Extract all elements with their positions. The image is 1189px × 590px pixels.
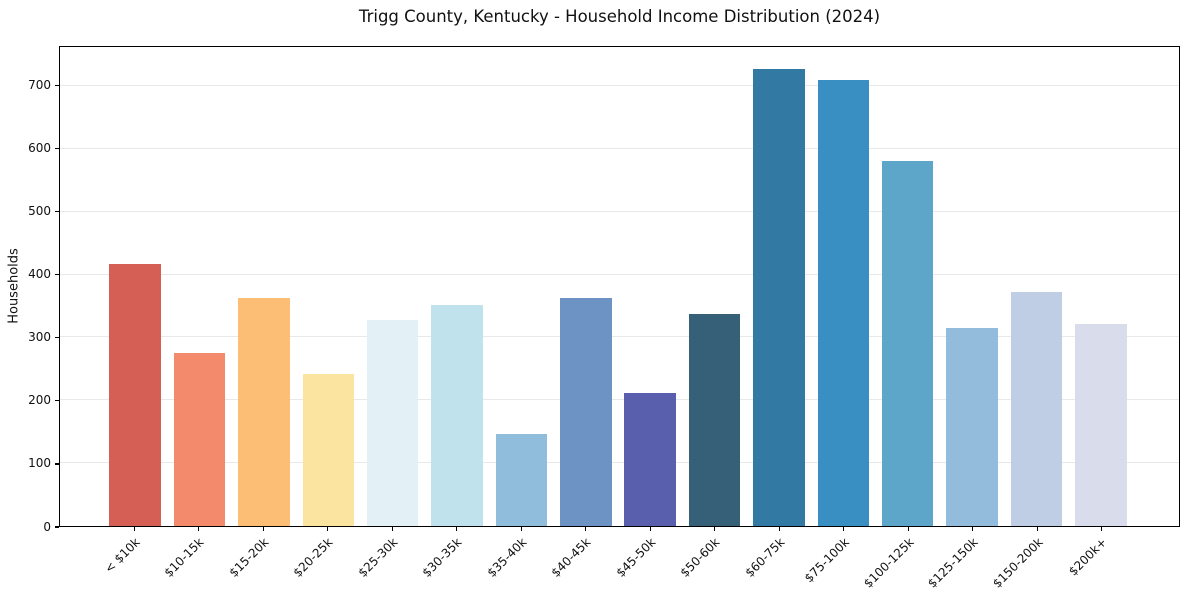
x-tick-mark xyxy=(520,527,522,531)
gridline xyxy=(60,84,1179,86)
bar-slot xyxy=(1069,47,1133,526)
x-tick-label: $30-35k xyxy=(419,535,465,580)
bar xyxy=(238,297,290,526)
y-axis-label: Households xyxy=(6,248,22,324)
y-tick-label: 200 xyxy=(28,393,51,408)
y-tick-label: 500 xyxy=(28,203,51,218)
x-tick-label: $75-100k xyxy=(801,535,852,586)
x-tick-label: $15-20k xyxy=(226,535,272,580)
x-tick-mark xyxy=(714,527,716,531)
y-tick-mark xyxy=(55,210,59,213)
gridlines xyxy=(60,47,1179,526)
bar xyxy=(495,433,548,526)
bar-slot xyxy=(425,47,489,526)
x-tick-mark xyxy=(133,527,135,531)
bar-slot xyxy=(489,47,553,526)
x-tick-label: < $10k xyxy=(101,535,143,576)
x-tick-mark xyxy=(198,527,200,531)
x-tick-label: $40-45k xyxy=(548,535,594,580)
x-tick-label: $35-40k xyxy=(484,535,530,580)
bar-slot xyxy=(167,47,231,526)
x-tick-mark xyxy=(262,527,264,531)
y-tick-mark xyxy=(55,337,59,339)
x-tick-mark xyxy=(907,527,909,531)
x-tick-mark xyxy=(391,527,393,531)
x-tick-label: $20-25k xyxy=(290,535,336,580)
y-tick-mark xyxy=(55,526,59,528)
bar xyxy=(817,80,870,526)
x-tick-label: $50-60k xyxy=(677,535,723,580)
y-tick-mark xyxy=(55,400,59,402)
bar-slot xyxy=(232,47,296,526)
x-tick-label: $100-125k xyxy=(860,535,917,590)
bar xyxy=(624,392,676,526)
bar-slot xyxy=(1004,47,1068,526)
bar-slot xyxy=(747,47,811,526)
bar xyxy=(753,69,805,526)
x-tick-label: $150-200k xyxy=(989,535,1046,590)
bar xyxy=(881,161,934,526)
bars xyxy=(60,47,1179,526)
y-tick-label: 600 xyxy=(28,140,51,155)
gridline xyxy=(60,273,1179,275)
bar-slot xyxy=(618,47,682,526)
y-tick-mark xyxy=(55,273,59,276)
bar-slot xyxy=(682,47,746,526)
bar xyxy=(1075,323,1127,526)
bar xyxy=(431,304,483,526)
y-tick-mark xyxy=(55,463,59,465)
bar xyxy=(946,328,998,526)
x-tick-mark xyxy=(972,527,974,531)
bar-slot xyxy=(554,47,618,526)
bar xyxy=(560,297,612,526)
bar-slot xyxy=(296,47,360,526)
x-tick-mark xyxy=(649,527,651,531)
gridline xyxy=(60,210,1179,212)
x-tick-label: $25-30k xyxy=(355,535,401,580)
x-tick-label: $10-15k xyxy=(161,535,207,580)
y-tick-label: 700 xyxy=(28,77,51,92)
bar-slot xyxy=(811,47,875,526)
plot-area xyxy=(59,46,1180,527)
bar xyxy=(1010,291,1063,526)
bar xyxy=(688,314,741,526)
bar xyxy=(366,320,419,526)
bar-slot xyxy=(361,47,425,526)
x-tick-label: $45-50k xyxy=(613,535,659,580)
x-tick-label: $200k+ xyxy=(1066,535,1110,579)
bar xyxy=(173,353,226,526)
y-tick-mark xyxy=(55,147,59,149)
x-tick-label: $125-150k xyxy=(924,535,981,590)
y-tick-label: 0 xyxy=(43,519,51,534)
x-tick-mark xyxy=(456,527,458,531)
y-tick-label: 400 xyxy=(28,267,51,281)
x-tick-mark xyxy=(843,527,845,531)
x-tick-mark xyxy=(327,527,329,531)
y-tick-mark xyxy=(55,84,59,86)
bar-slot xyxy=(103,47,167,526)
bar-slot xyxy=(940,47,1004,526)
gridline xyxy=(60,336,1179,338)
y-tick-label: 300 xyxy=(28,330,51,345)
x-tick-mark xyxy=(1036,527,1038,531)
bar-slot xyxy=(876,47,940,526)
x-tick-mark xyxy=(585,527,587,531)
gridline xyxy=(60,147,1179,149)
y-tick-label: 100 xyxy=(28,456,51,471)
x-tick-label: $60-75k xyxy=(742,535,788,580)
bar xyxy=(109,263,161,526)
chart-title: Trigg County, Kentucky - Household Incom… xyxy=(358,7,881,26)
x-tick-mark xyxy=(778,527,780,531)
bar xyxy=(302,373,355,526)
gridline xyxy=(60,462,1179,464)
gridline xyxy=(60,399,1179,401)
x-tick-mark xyxy=(1101,527,1103,531)
